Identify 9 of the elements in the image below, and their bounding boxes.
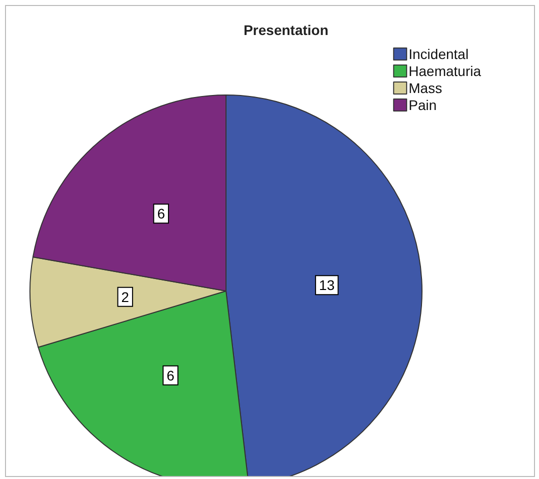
legend-label: Haematuria [408, 63, 482, 79]
data-label: 2 [121, 288, 130, 305]
data-label: 6 [166, 367, 175, 384]
legend-label: Mass [408, 80, 442, 96]
legend-label: Pain [408, 97, 437, 113]
data-label: 6 [157, 206, 166, 222]
legend-label: Incidental [408, 46, 469, 62]
chart-title: Presentation [244, 22, 328, 38]
data-label: 13 [319, 277, 335, 294]
